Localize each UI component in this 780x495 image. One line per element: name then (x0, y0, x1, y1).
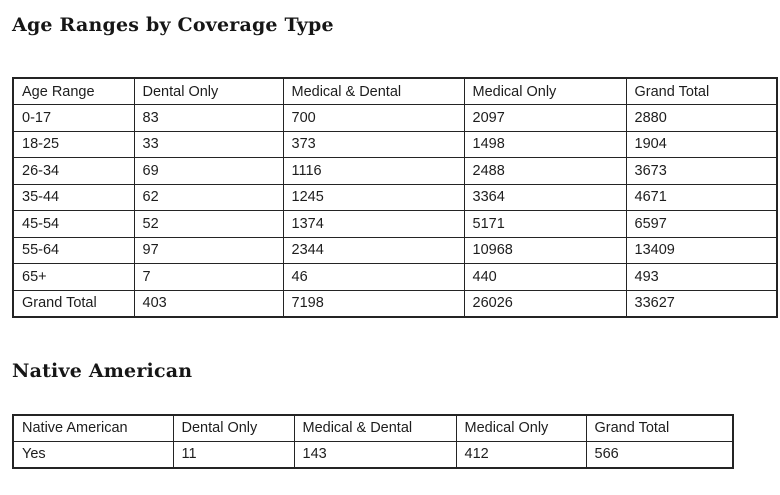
section-title-native-american: Native American (12, 359, 193, 382)
value-cell: 412 (455, 440, 587, 468)
column-header: Dental Only (172, 414, 295, 442)
value-cell: 403 (133, 289, 284, 317)
value-cell: 6597 (625, 210, 778, 238)
column-header: Age Range (12, 77, 135, 105)
value-cell: 2344 (282, 236, 465, 264)
value-cell: 62 (133, 183, 284, 211)
value-cell: 26026 (463, 289, 627, 317)
value-cell: 1245 (282, 183, 465, 211)
value-cell: 2097 (463, 104, 627, 132)
row-label-cell: Grand Total (12, 289, 135, 317)
value-cell: 97 (133, 236, 284, 264)
value-cell: 13409 (625, 236, 778, 264)
value-cell: 10968 (463, 236, 627, 264)
value-cell: 4671 (625, 183, 778, 211)
table-row: Yes 11 143 412 566 (12, 440, 734, 468)
value-cell: 373 (282, 130, 465, 158)
value-cell: 33 (133, 130, 284, 158)
column-header: Medical Only (455, 414, 587, 442)
table-row: 0-17 83 700 2097 2880 (12, 104, 778, 132)
row-label-cell: Yes (12, 440, 174, 468)
value-cell: 1904 (625, 130, 778, 158)
table-row: Grand Total 403 7198 26026 33627 (12, 289, 778, 317)
native-american-table: Native American Dental Only Medical & Dent… (12, 413, 734, 469)
native-american-table-body: Yes 11 143 412 566 (12, 440, 734, 468)
column-header: Medical & Dental (282, 77, 465, 105)
value-cell: 33627 (625, 289, 778, 317)
value-cell: 46 (282, 263, 465, 291)
value-cell: 1498 (463, 130, 627, 158)
row-label-cell: 0-17 (12, 104, 135, 132)
age-ranges-table: Age Range Dental Only Medical & Dental Medi… (12, 77, 778, 318)
row-label-cell: 26-34 (12, 157, 135, 185)
row-label-cell: 55-64 (12, 236, 135, 264)
header-row: Age Range Dental Only Medical & Dental Medi… (12, 77, 778, 105)
row-label-cell: 18-25 (12, 130, 135, 158)
section-title-age-ranges: Age Ranges by Coverage Type (12, 14, 334, 36)
native-american-table-head: Native American Dental Only Medical & Dent… (12, 414, 734, 442)
header-row: Native American Dental Only Medical & Dent… (12, 414, 734, 442)
column-header: Native American (12, 414, 174, 442)
value-cell: 69 (133, 157, 284, 185)
section-native-american: Native American Native American Dental On… (12, 360, 780, 469)
value-cell: 493 (625, 263, 778, 291)
column-header: Medical Only (463, 77, 627, 105)
table-row: 26-34 69 1116 2488 3673 (12, 157, 778, 185)
table-row: 55-64 97 2344 10968 13409 (12, 236, 778, 264)
row-label-cell: 45-54 (12, 210, 135, 238)
value-cell: 1116 (282, 157, 465, 185)
value-cell: 83 (133, 104, 284, 132)
row-label-cell: 65+ (12, 263, 135, 291)
column-header: Dental Only (133, 77, 284, 105)
age-ranges-table-body: 0-17 83 700 2097 2880 18-25 33 373 1498 1904 26-34… (12, 104, 778, 317)
value-cell: 52 (133, 210, 284, 238)
table-row: 45-54 52 1374 5171 6597 (12, 210, 778, 238)
column-header: Grand Total (585, 414, 734, 442)
column-header: Grand Total (625, 77, 778, 105)
value-cell: 11 (172, 440, 295, 468)
table-row: 35-44 62 1245 3364 4671 (12, 183, 778, 211)
value-cell: 143 (293, 440, 457, 468)
table-row: 18-25 33 373 1498 1904 (12, 130, 778, 158)
section-age-ranges: Age Ranges by Coverage Type Age Range Den… (12, 14, 780, 318)
value-cell: 5171 (463, 210, 627, 238)
table-row: 65+ 7 46 440 493 (12, 263, 778, 291)
value-cell: 440 (463, 263, 627, 291)
value-cell: 3364 (463, 183, 627, 211)
value-cell: 700 (282, 104, 465, 132)
value-cell: 2880 (625, 104, 778, 132)
value-cell: 7 (133, 263, 284, 291)
value-cell: 2488 (463, 157, 627, 185)
value-cell: 3673 (625, 157, 778, 185)
value-cell: 566 (585, 440, 734, 468)
row-label-cell: 35-44 (12, 183, 135, 211)
value-cell: 7198 (282, 289, 465, 317)
report-content: Age Ranges by Coverage Type Age Range Den… (12, 14, 780, 469)
age-ranges-table-head: Age Range Dental Only Medical & Dental Medi… (12, 77, 778, 105)
value-cell: 1374 (282, 210, 465, 238)
column-header: Medical & Dental (293, 414, 457, 442)
